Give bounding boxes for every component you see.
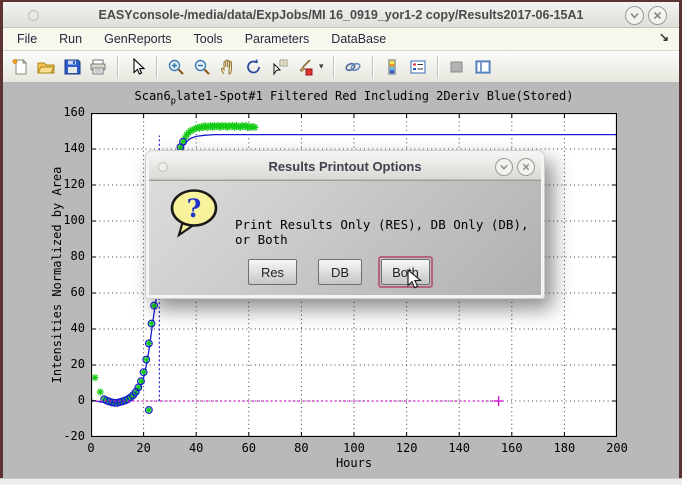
x-tick-label: 40 [188, 441, 204, 455]
zoom-out-icon[interactable] [192, 57, 212, 77]
menu-tools[interactable]: Tools [193, 32, 223, 46]
insert-colorbar-icon[interactable] [382, 57, 402, 77]
hide-plot-tools-icon[interactable] [447, 57, 467, 77]
window-border-top [0, 0, 682, 2]
open-folder-icon[interactable] [36, 57, 56, 77]
toolbar-separator [436, 55, 438, 78]
menu-parameters[interactable]: Parameters [244, 32, 310, 46]
figure-toolbar: ▾ [3, 51, 679, 83]
window-border-bottom [0, 478, 682, 485]
y-tick-label: 160 [63, 105, 85, 119]
x-tick-label: 0 [87, 441, 95, 455]
y-tick-label: 140 [63, 141, 85, 155]
x-tick-label: 140 [448, 441, 471, 455]
x-tick-label: 200 [606, 441, 628, 455]
x-axis-label: Hours [335, 456, 373, 470]
window-titlebar[interactable]: EASYconsole-/media/data/ExpJobs/MI 16_09… [3, 2, 679, 28]
x-tick-label: 160 [500, 441, 523, 455]
dialog-titlebar[interactable]: Results Printout Options [149, 154, 541, 180]
menu-run[interactable]: Run [59, 32, 83, 46]
both-button[interactable]: Both [381, 259, 430, 285]
question-bubble-icon: ? [167, 187, 223, 244]
toolbar-separator [332, 55, 334, 78]
dialog-menu-icon [158, 162, 168, 172]
brush-dropdown-caret-icon[interactable]: ▾ [319, 61, 324, 71]
x-tick-label: 60 [241, 441, 257, 455]
menu-genreports[interactable]: GenReports [104, 32, 172, 46]
close-button[interactable] [648, 6, 667, 25]
x-tick-label: 20 [136, 441, 151, 455]
plot-title-post: late1-Spot#1 Filtered Red Including 2Der… [176, 89, 574, 103]
menu-database[interactable]: DataBase [331, 32, 387, 46]
y-tick-label: -20 [63, 429, 85, 443]
new-document-icon[interactable] [10, 57, 30, 77]
menu-bar: File Run GenReports Tools Parameters Dat… [3, 28, 679, 51]
res-button[interactable]: Res [248, 259, 297, 285]
x-tick-label: 180 [553, 441, 576, 455]
svg-text:?: ? [187, 194, 202, 223]
save-icon[interactable] [62, 57, 82, 77]
rotate-3d-icon[interactable] [244, 57, 264, 77]
window-border-left [0, 0, 3, 485]
dialog-title: Results Printout Options [268, 159, 422, 174]
plot-title-sub: p [170, 96, 177, 107]
toolbar-separator [156, 55, 157, 78]
window-border-right [679, 0, 682, 485]
dialog-content: ? Print Results Only (RES), DB Only (DB)… [149, 180, 541, 295]
chevron-down-icon [500, 164, 508, 170]
chevron-down-icon [630, 12, 639, 19]
x-tick-label: 80 [294, 441, 309, 455]
plot-title: Scan6plate1-Spot#1 Filtered Red Includin… [91, 89, 617, 106]
menu-file[interactable]: File [17, 32, 38, 46]
show-plot-tools-icon[interactable] [473, 57, 493, 77]
window-menu-icon[interactable] [28, 10, 39, 21]
dialog-message: Print Results Only (RES), DB Only (DB), … [235, 217, 529, 247]
focus-ring: Both [378, 256, 433, 288]
mouse-cursor-icon [407, 268, 423, 296]
toolbar-separator [117, 55, 118, 78]
pan-hand-icon[interactable] [218, 57, 238, 77]
window-title: EASYconsole-/media/data/ExpJobs/MI 16_09… [98, 7, 584, 22]
x-tick-label: 120 [395, 441, 418, 455]
minimize-button[interactable] [625, 6, 644, 25]
plot-title-pre: Scan6 [134, 89, 171, 103]
close-icon [522, 163, 530, 171]
data-cursor-icon[interactable] [270, 57, 290, 77]
toolbar-separator [371, 55, 373, 78]
close-icon [653, 11, 662, 20]
dock-arrow-icon[interactable]: ↘ [658, 30, 669, 44]
results-printout-options-dialog: Results Printout Options [145, 150, 545, 299]
brush-icon[interactable] [296, 57, 316, 77]
y-axis-label: Intensities Normalized by Area [50, 166, 64, 384]
db-button[interactable]: DB [318, 259, 362, 285]
print-icon[interactable] [88, 57, 108, 77]
y-tick-label: 0 [77, 393, 85, 407]
x-tick-label: 100 [343, 441, 365, 455]
zoom-in-icon[interactable] [166, 57, 186, 77]
dialog-close-button[interactable] [517, 158, 535, 176]
link-plots-icon[interactable] [343, 57, 363, 77]
dialog-minimize-button[interactable] [495, 158, 513, 176]
insert-legend-icon[interactable] [408, 57, 428, 77]
arrow-cursor-icon[interactable] [127, 57, 147, 77]
